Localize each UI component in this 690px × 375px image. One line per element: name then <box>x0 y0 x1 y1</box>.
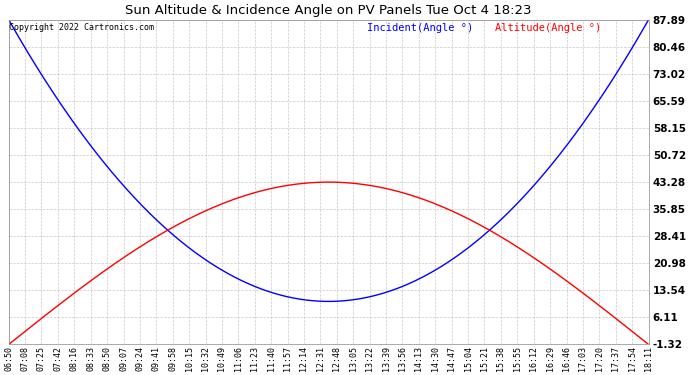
Title: Sun Altitude & Incidence Angle on PV Panels Tue Oct 4 18:23: Sun Altitude & Incidence Angle on PV Pan… <box>126 4 532 17</box>
Text: Copyright 2022 Cartronics.com: Copyright 2022 Cartronics.com <box>9 23 155 32</box>
Text: Incident(Angle °): Incident(Angle °) <box>367 23 473 33</box>
Text: Altitude(Angle °): Altitude(Angle °) <box>495 23 601 33</box>
